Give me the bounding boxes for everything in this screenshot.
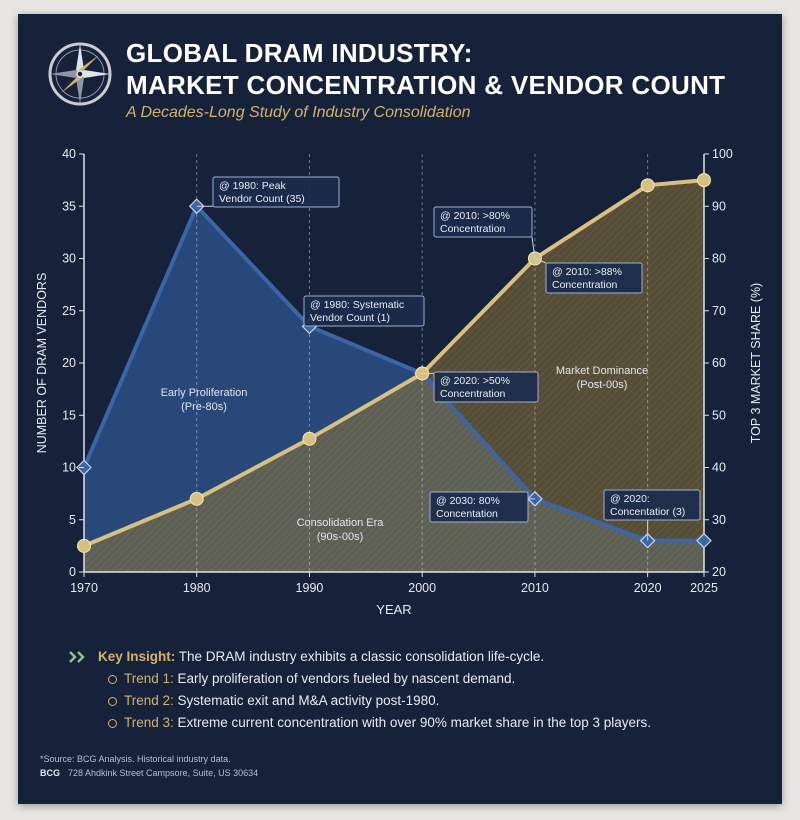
footer-address-line: BCG 728 Ahdkink Street Campsore, Suite, U… bbox=[40, 768, 258, 778]
callout-box bbox=[545, 262, 643, 294]
callout-leader bbox=[531, 236, 536, 259]
callout-label: @ 1980: Systematic Vendor Count (1) bbox=[310, 299, 404, 324]
trend-row: Trend 3: Extreme current concentration w… bbox=[68, 712, 768, 734]
bullet-icon bbox=[108, 675, 117, 684]
callout-box bbox=[212, 176, 340, 208]
y-right-tick-label: 30 bbox=[712, 513, 726, 527]
share-point bbox=[77, 538, 91, 553]
trend-label: Trend 2: bbox=[124, 693, 174, 708]
y-left-tick-label: 5 bbox=[69, 513, 76, 527]
x-tick-label: 1970 bbox=[70, 581, 98, 595]
y-right-tick-label: 20 bbox=[712, 565, 726, 579]
y-right-tick-label: 40 bbox=[712, 461, 726, 475]
x-tick-label: 2000 bbox=[408, 581, 436, 595]
share-point bbox=[302, 431, 317, 446]
share-point bbox=[189, 491, 204, 506]
source-note: *Source: BCG Analysis. Historical indust… bbox=[40, 754, 231, 764]
callout-box bbox=[433, 206, 533, 238]
callout-box bbox=[303, 295, 425, 327]
y-left-tick-label: 35 bbox=[62, 199, 76, 213]
x-tick-label: 1980 bbox=[183, 581, 211, 595]
y-right-tick-label: 50 bbox=[712, 408, 726, 422]
x-tick-label: 1990 bbox=[296, 581, 324, 595]
chart-title-line1: GLOBAL DRAM INDUSTRY: bbox=[126, 38, 473, 68]
trend-label: Trend 1: bbox=[124, 671, 174, 686]
trend-row: Trend 1: Early proliferation of vendors … bbox=[68, 668, 768, 690]
callout-label: @ 2010: >80% Concentration bbox=[440, 210, 510, 235]
trend-text: Extreme current concentration with over … bbox=[173, 715, 652, 730]
region-label: Consolidation Era (90s-00s) bbox=[297, 517, 385, 543]
trend-label: Trend 3: bbox=[124, 715, 174, 730]
bullet-icon bbox=[108, 719, 117, 728]
callout-leader bbox=[534, 258, 547, 264]
callout-label: @ 2010: >88% Concentration bbox=[552, 266, 622, 291]
vendor-point bbox=[696, 532, 712, 549]
y-right-tick-label: 90 bbox=[712, 199, 726, 213]
callout-box bbox=[429, 491, 529, 523]
y-left-tick-label: 10 bbox=[62, 461, 76, 475]
insight-section: Key Insight: The DRAM industry exhibits … bbox=[68, 646, 768, 734]
x-axis-title: YEAR bbox=[376, 602, 411, 617]
key-insight-row: Key Insight: The DRAM industry exhibits … bbox=[68, 646, 768, 668]
y-right-tick-label: 60 bbox=[712, 356, 726, 370]
y-left-tick-label: 30 bbox=[62, 252, 76, 266]
y-right-tick-label: 70 bbox=[712, 304, 726, 318]
key-insight-text: The DRAM industry exhibits a classic con… bbox=[175, 649, 545, 664]
callout-box bbox=[433, 371, 539, 403]
chevron-right-icon bbox=[69, 651, 85, 663]
chart-subtitle: A Decades-Long Study of Industry Consoli… bbox=[126, 104, 471, 121]
x-tick-label: 2010 bbox=[521, 581, 549, 595]
callout-label: @ 1980: Peak Vendor Count (35) bbox=[219, 180, 305, 205]
y-right-tick-label: 100 bbox=[712, 147, 733, 161]
y-left-axis-title: NUMBER OF DRAM VENDORS bbox=[35, 273, 49, 454]
y-left-tick-label: 15 bbox=[62, 408, 76, 422]
compass-icon bbox=[48, 42, 112, 106]
callout-label: @ 2020: Concentatior (3) bbox=[610, 493, 685, 518]
y-left-tick-label: 20 bbox=[62, 356, 76, 370]
trend-row: Trend 2: Systematic exit and M&A activit… bbox=[68, 690, 768, 712]
region-label: Market Dominance (Post-00s) bbox=[556, 365, 648, 391]
infographic-poster: GLOBAL DRAM INDUSTRY: MARKET CONCENTRATI… bbox=[18, 14, 782, 804]
callout-box bbox=[603, 489, 701, 521]
callout-label: @ 2030: 80% Concentation bbox=[436, 495, 500, 520]
callout-label: @ 2020: >50% Concentration bbox=[440, 375, 510, 400]
chart-title-line2: MARKET CONCENTRATION & VENDOR COUNT bbox=[126, 70, 726, 100]
y-right-axis-title: TOP 3 MARKET SHARE (%) bbox=[749, 283, 763, 443]
footer-address: 728 Ahdkink Street Campsore, Suite, US 3… bbox=[68, 768, 259, 778]
bullet-icon bbox=[108, 697, 117, 706]
y-left-tick-label: 40 bbox=[62, 147, 76, 161]
x-tick-label: 2020 bbox=[634, 581, 662, 595]
y-left-tick-label: 25 bbox=[62, 304, 76, 318]
share-point bbox=[697, 173, 711, 188]
trend-text: Early proliferation of vendors fueled by… bbox=[173, 671, 516, 686]
y-left-tick-label: 0 bbox=[69, 565, 76, 579]
region-label: Early Proliferation (Pre-80s) bbox=[161, 387, 248, 413]
trend-text: Systematic exit and M&A activity post-19… bbox=[173, 693, 440, 708]
x-tick-label: 2025 bbox=[690, 581, 718, 595]
key-insight-label: Key Insight: bbox=[98, 649, 176, 664]
brand-logo-text: BCG bbox=[40, 768, 60, 778]
y-right-tick-label: 80 bbox=[712, 252, 726, 266]
share-point bbox=[640, 178, 655, 193]
